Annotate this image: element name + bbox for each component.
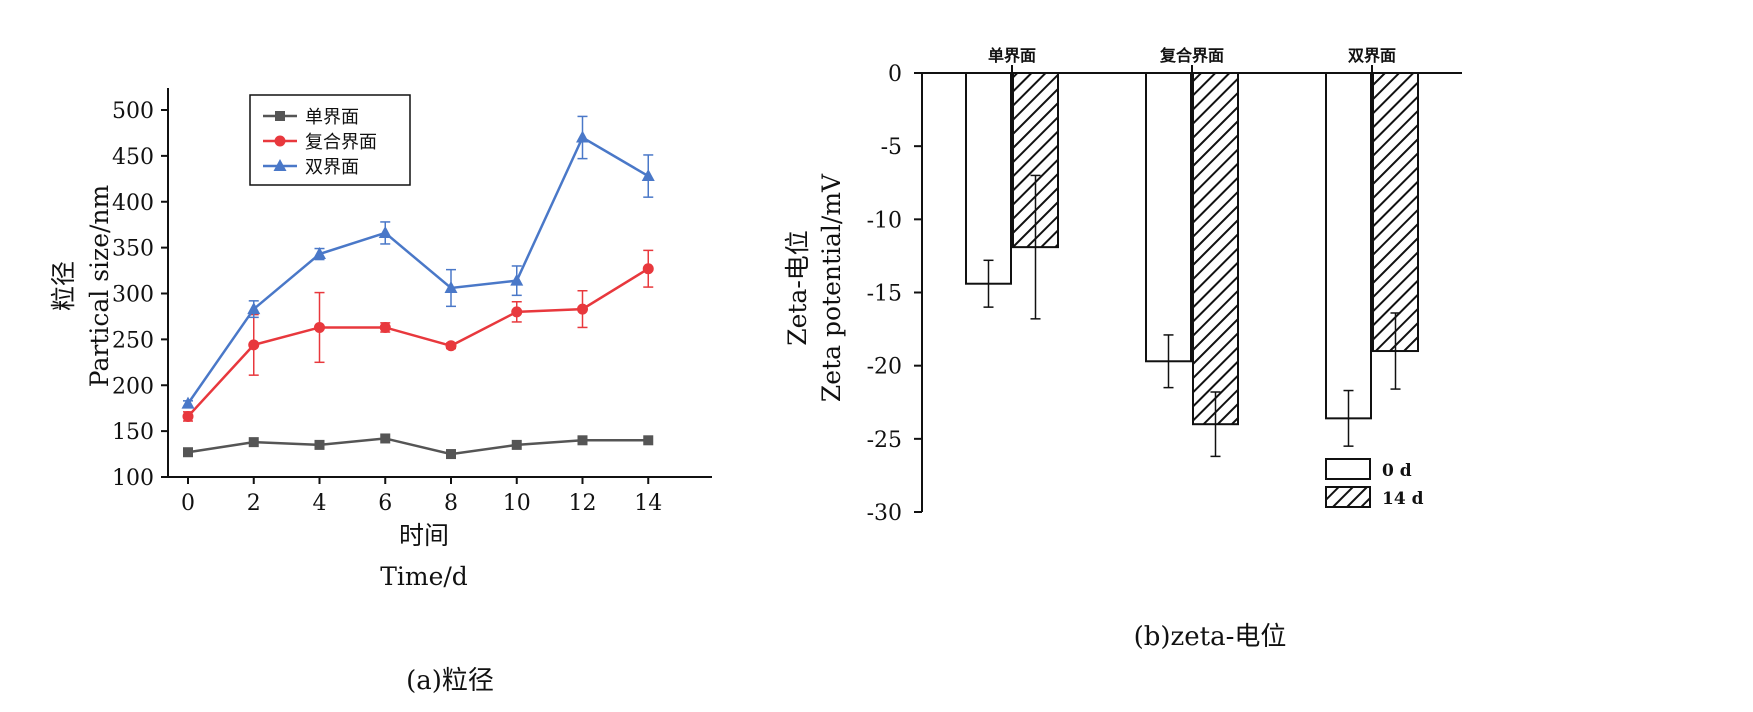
bar xyxy=(1372,72,1419,353)
data-point xyxy=(183,447,193,458)
category-label: 复合界面 xyxy=(1159,46,1224,65)
x-tick-label: 10 xyxy=(503,491,531,516)
legend-swatch xyxy=(1325,458,1371,480)
data-point xyxy=(314,321,325,333)
y-tick-label: 200 xyxy=(112,374,154,399)
y-tick-label: -30 xyxy=(867,501,902,526)
chart-b-caption: (b)zeta-电位 xyxy=(1133,622,1287,652)
y-tick-label: 250 xyxy=(112,328,154,353)
data-point xyxy=(248,437,259,448)
y-tick-label: 100 xyxy=(112,466,154,491)
data-point xyxy=(247,302,261,315)
y-tick-label: 150 xyxy=(112,420,154,445)
x-tick-label: 8 xyxy=(444,491,458,516)
x-tick-label: 2 xyxy=(247,491,261,516)
series-line xyxy=(187,267,649,418)
legend: 0 d 14 d xyxy=(1325,458,1424,509)
data-point xyxy=(275,111,285,121)
bar xyxy=(1192,72,1239,426)
data-point xyxy=(314,439,325,450)
chart-b: 0 -5 -10 -15 -20 -25 -30 Zeta-电位 Zeta potential/… xyxy=(783,46,1462,526)
data-point xyxy=(642,263,654,275)
y-tick-label: 450 xyxy=(112,145,154,170)
x-tick-label: 0 xyxy=(181,491,195,516)
data-point xyxy=(182,410,194,422)
data-point xyxy=(378,225,392,238)
y-tick-label: 400 xyxy=(112,191,154,216)
y-tick-label: 500 xyxy=(112,99,154,124)
legend-swatch xyxy=(1325,486,1371,508)
x-axis-label-cn: 时间 xyxy=(399,521,449,550)
data-point xyxy=(577,435,588,446)
data-point xyxy=(446,449,456,460)
series-line xyxy=(187,437,649,456)
data-point xyxy=(643,435,654,446)
legend-label: 双界面 xyxy=(305,157,359,178)
data-point xyxy=(641,169,655,182)
series-2 xyxy=(182,249,654,422)
legend-label: 单界面 xyxy=(305,107,359,128)
chart-a-caption: (a)粒径 xyxy=(406,666,494,696)
x-tick-label: 4 xyxy=(313,491,327,516)
x-tick-label: 6 xyxy=(378,491,392,516)
data-point xyxy=(274,135,286,147)
data-point xyxy=(510,273,524,286)
x-tick-label: 12 xyxy=(569,491,597,516)
y-axis-label-en: Partical size/nm xyxy=(85,184,114,387)
chart-a: 100 150 200 250 300 350 400 450 500 0 2 4 6 8 10 12 14 时间… xyxy=(49,88,712,591)
bar xyxy=(1325,72,1372,420)
x-axis-label-en: Time/d xyxy=(380,562,468,591)
series-3 xyxy=(181,115,655,409)
legend-label: 0 d xyxy=(1382,461,1412,481)
y-axis-label-cn: 粒径 xyxy=(49,261,78,311)
y-tick-label: -10 xyxy=(867,208,902,233)
data-point xyxy=(181,396,195,409)
series-1 xyxy=(965,72,1372,447)
data-point xyxy=(445,340,457,352)
y-tick-label: -20 xyxy=(867,355,902,380)
bar xyxy=(1012,72,1059,249)
y-tick-label: 300 xyxy=(112,283,154,308)
series-line xyxy=(186,135,649,405)
y-tick-label: -15 xyxy=(867,282,902,307)
data-point xyxy=(444,280,458,293)
category-label: 单界面 xyxy=(988,46,1036,65)
legend-label: 14 d xyxy=(1382,489,1424,509)
series-2 xyxy=(1012,72,1419,458)
legend-label: 复合界面 xyxy=(305,132,377,153)
data-point xyxy=(577,303,588,315)
x-tick-label: 14 xyxy=(634,491,662,516)
data-point xyxy=(576,130,589,143)
data-point xyxy=(511,439,522,450)
series-1 xyxy=(183,433,654,460)
y-axis-label-cn: Zeta-电位 xyxy=(783,230,812,346)
y-tick-label: -25 xyxy=(867,428,902,453)
bar xyxy=(1145,72,1192,363)
data-point xyxy=(511,306,523,318)
data-point xyxy=(273,159,287,171)
data-point xyxy=(313,247,326,260)
y-tick-label: 350 xyxy=(112,237,154,262)
bar xyxy=(965,72,1012,285)
y-tick-label: -5 xyxy=(881,135,902,160)
y-tick-label: 0 xyxy=(888,62,902,87)
data-point xyxy=(248,339,260,351)
data-point xyxy=(380,433,391,444)
data-point xyxy=(379,321,391,333)
y-axis-label-en: Zeta potential/mV xyxy=(817,173,846,402)
category-label: 双界面 xyxy=(1348,46,1396,65)
